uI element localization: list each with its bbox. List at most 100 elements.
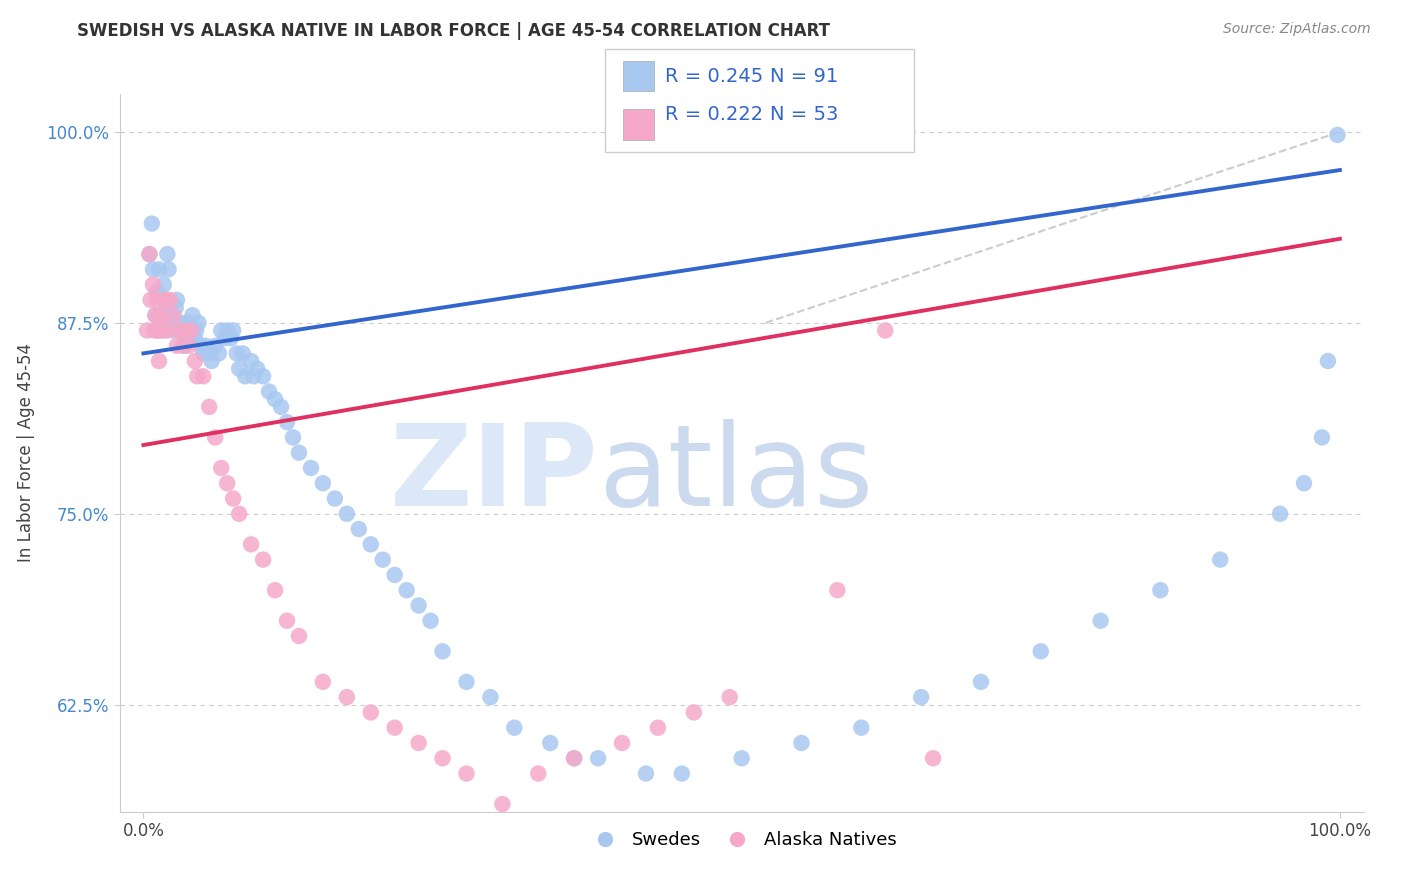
Point [184, 354, 207, 368]
Point [204, 430, 226, 444]
Point [384, 721, 406, 735]
Point [146, 323, 169, 337]
Point [1090, 614, 1112, 628]
Point [264, 392, 287, 407]
Point [157, 262, 180, 277]
Point [1149, 583, 1171, 598]
Point [136, 323, 159, 337]
Point [371, 552, 394, 566]
Point [177, 339, 200, 353]
Point [148, 262, 170, 277]
Point [165, 301, 187, 315]
Point [153, 293, 176, 307]
Point [312, 674, 335, 689]
Point [146, 323, 169, 337]
Point [1316, 354, 1339, 368]
Point [152, 277, 174, 292]
Point [647, 721, 669, 735]
Point [177, 316, 200, 330]
Point [240, 354, 263, 368]
Point [160, 316, 183, 330]
Point [288, 445, 311, 460]
Point [360, 706, 382, 720]
Point [145, 308, 167, 322]
Point [152, 323, 174, 337]
Y-axis label: In Labor Force | Age 45-54: In Labor Force | Age 45-54 [17, 343, 35, 562]
Point [408, 736, 430, 750]
Point [193, 346, 215, 360]
Point [170, 316, 193, 330]
Point [503, 721, 526, 735]
Point [148, 354, 170, 368]
Point [246, 361, 269, 376]
Point [1209, 552, 1232, 566]
Point [682, 706, 704, 720]
Text: N = 53: N = 53 [770, 105, 839, 124]
Point [209, 323, 232, 337]
Point [166, 339, 188, 353]
Point [790, 736, 813, 750]
Point [634, 766, 657, 780]
Point [198, 400, 221, 414]
Point [139, 293, 162, 307]
Point [152, 323, 174, 337]
Point [153, 293, 176, 307]
Point [187, 316, 209, 330]
Point [204, 339, 226, 353]
Text: R = 0.222: R = 0.222 [665, 105, 763, 124]
Point [222, 323, 245, 337]
Point [156, 323, 179, 337]
Point [177, 331, 200, 345]
Point [166, 293, 188, 307]
Point [173, 339, 195, 353]
Point [162, 308, 184, 322]
Point [142, 262, 165, 277]
Text: atlas: atlas [599, 418, 873, 530]
Point [214, 331, 236, 345]
Point [252, 369, 274, 384]
Point [347, 522, 370, 536]
Point [155, 301, 177, 315]
Point [225, 346, 247, 360]
Point [219, 331, 242, 345]
Point [141, 217, 163, 231]
Point [384, 568, 406, 582]
Point [150, 308, 173, 322]
Point [193, 369, 215, 384]
Point [233, 369, 256, 384]
Point [312, 476, 335, 491]
Point [586, 751, 609, 765]
Point [149, 316, 172, 330]
Point [138, 247, 160, 261]
Point [562, 751, 585, 765]
Point [252, 552, 274, 566]
Point [159, 308, 181, 322]
Point [143, 323, 166, 337]
Point [827, 583, 849, 598]
Point [323, 491, 346, 506]
Point [395, 583, 418, 598]
Point [875, 323, 897, 337]
Point [149, 308, 172, 322]
Point [240, 537, 263, 551]
Point [162, 323, 184, 337]
Point [1029, 644, 1052, 658]
Point [242, 369, 264, 384]
Point [671, 766, 693, 780]
Point [456, 674, 478, 689]
Point [217, 323, 239, 337]
Point [257, 384, 280, 399]
Point [145, 285, 167, 300]
Point [222, 491, 245, 506]
Point [538, 736, 561, 750]
Point [731, 751, 754, 765]
Point [184, 323, 207, 337]
Point [288, 629, 311, 643]
Point [299, 461, 322, 475]
Point [851, 721, 873, 735]
Text: Source: ZipAtlas.com: Source: ZipAtlas.com [1223, 22, 1371, 37]
Point [174, 323, 197, 337]
Point [1326, 128, 1348, 142]
Point [201, 354, 224, 368]
Point [276, 614, 298, 628]
